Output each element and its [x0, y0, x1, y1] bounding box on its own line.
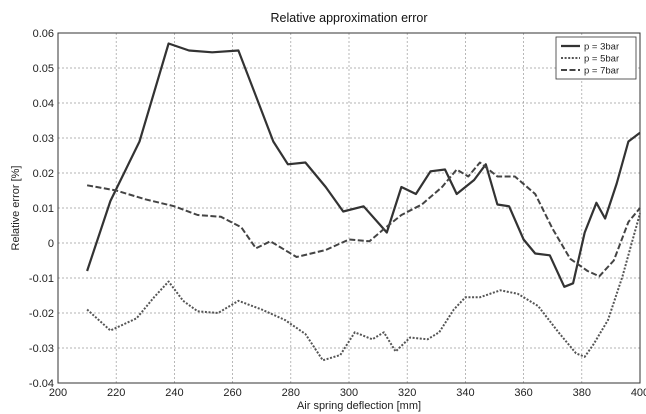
series-line-1: [86, 213, 641, 362]
y-tick-label: 0.01: [33, 203, 54, 215]
legend-label-p5bar: p = 5bar: [584, 54, 619, 65]
legend-label-p3bar: p = 3bar: [584, 42, 619, 53]
y-tick-label: -0.01: [29, 273, 54, 285]
x-tick-labels: 200 220 240 260 280 300 320 340 360 380 400: [49, 387, 646, 399]
y-tick-labels: -0.04 -0.03 -0.02 -0.01 0 0.01 0.02 0.03 0.04 0.0…: [29, 28, 54, 390]
chart-title: Relative approximation error: [270, 11, 427, 25]
series-layer: [86, 42, 641, 362]
legend: p = 3bar p = 5bar p = 7bar: [555, 36, 637, 80]
y-axis-label: Relative error [%]: [10, 166, 22, 251]
legend-label-p7bar: p = 7bar: [584, 66, 619, 77]
x-tick-label: 200: [49, 387, 67, 399]
y-tick-label: 0.05: [33, 63, 54, 75]
x-tick-label: 240: [165, 387, 183, 399]
y-tick-label: 0.02: [33, 168, 54, 180]
y-tick-label: 0.03: [33, 133, 54, 145]
y-tick-label: -0.03: [29, 343, 54, 355]
grid: [58, 33, 640, 383]
x-tick-label: 400: [631, 387, 646, 399]
y-tick-label: -0.02: [29, 308, 54, 320]
x-tick-label: 320: [398, 387, 416, 399]
x-tick-label: 380: [573, 387, 591, 399]
x-tick-label: 360: [514, 387, 532, 399]
x-tick-label: 300: [340, 387, 358, 399]
x-tick-label: 260: [223, 387, 241, 399]
x-tick-label: 280: [282, 387, 300, 399]
x-tick-label: 220: [107, 387, 125, 399]
y-tick-label: 0.06: [33, 28, 54, 40]
x-axis-label: Air spring deflection [mm]: [297, 400, 421, 412]
series-line-0: [86, 42, 641, 288]
x-tick-label: 340: [456, 387, 474, 399]
plot-area-frame: [57, 32, 641, 384]
series-line-2: [86, 161, 641, 278]
y-tick-label: -0.04: [29, 378, 54, 390]
y-tick-label: 0: [48, 238, 54, 250]
y-tick-label: 0.04: [33, 98, 54, 110]
